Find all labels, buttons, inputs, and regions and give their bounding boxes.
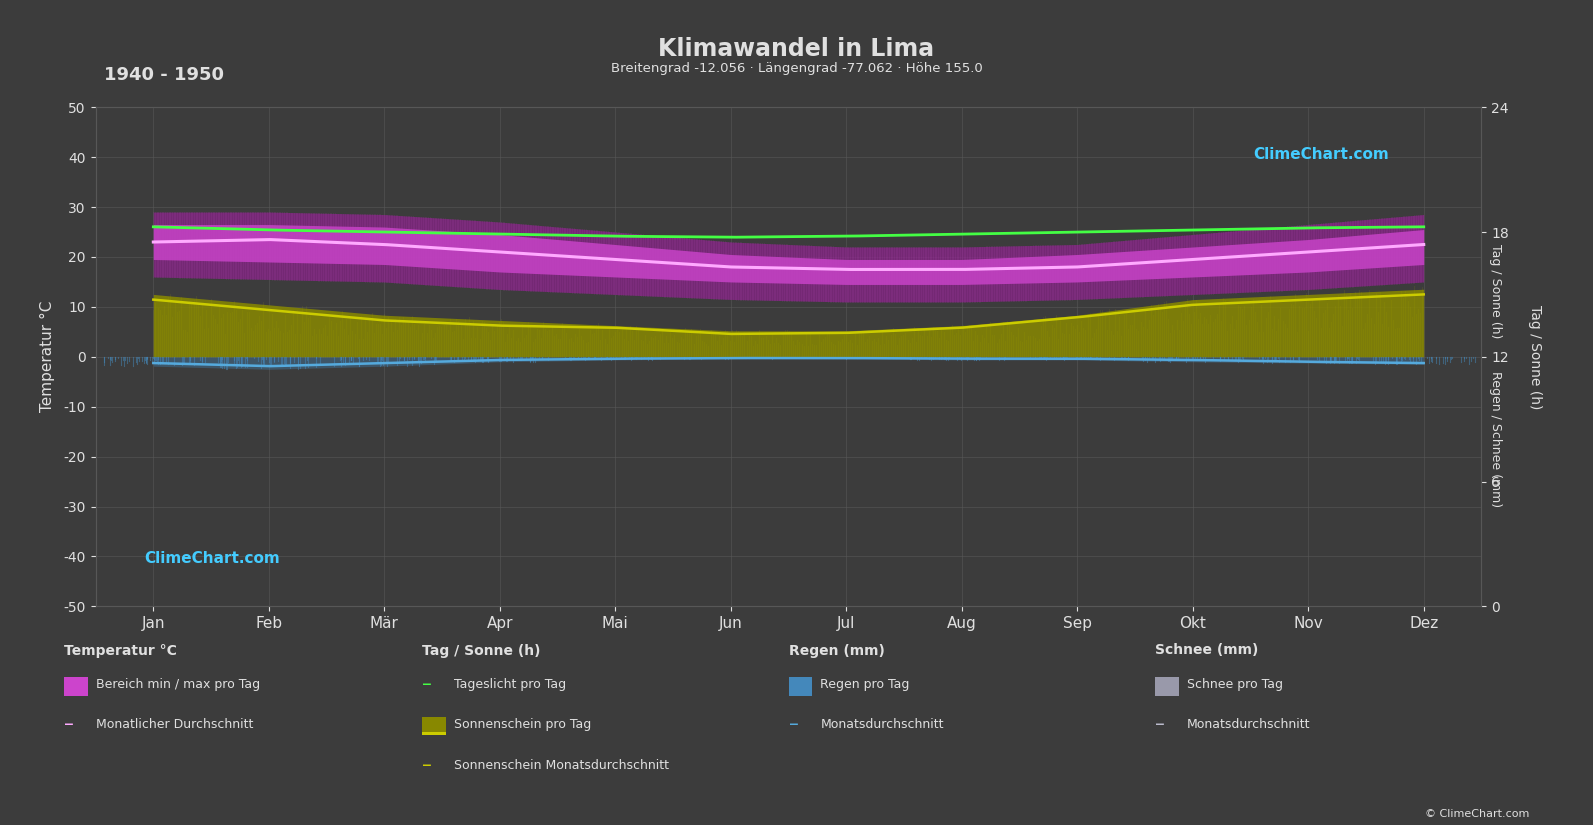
- Text: Monatsdurchschnitt: Monatsdurchschnitt: [1187, 718, 1311, 731]
- Text: Tageslicht pro Tag: Tageslicht pro Tag: [454, 678, 566, 691]
- Text: Sonnenschein Monatsdurchschnitt: Sonnenschein Monatsdurchschnitt: [454, 759, 669, 772]
- Text: Klimawandel in Lima: Klimawandel in Lima: [658, 37, 935, 61]
- Text: ClimeChart.com: ClimeChart.com: [143, 551, 280, 567]
- Text: Schnee (mm): Schnee (mm): [1155, 644, 1258, 658]
- Text: Monatlicher Durchschnitt: Monatlicher Durchschnitt: [96, 718, 253, 731]
- Text: Sonnenschein pro Tag: Sonnenschein pro Tag: [454, 718, 591, 731]
- Text: –: –: [422, 756, 432, 776]
- Text: Monatsdurchschnitt: Monatsdurchschnitt: [820, 718, 945, 731]
- Text: Bereich min / max pro Tag: Bereich min / max pro Tag: [96, 678, 260, 691]
- Text: Regen (mm): Regen (mm): [789, 644, 884, 658]
- Text: 1940 - 1950: 1940 - 1950: [104, 66, 223, 84]
- Text: –: –: [1155, 714, 1164, 734]
- Y-axis label: Tag / Sonne (h): Tag / Sonne (h): [1528, 304, 1542, 409]
- Text: –: –: [789, 714, 798, 734]
- Text: ClimeChart.com: ClimeChart.com: [1252, 147, 1389, 163]
- Text: Schnee pro Tag: Schnee pro Tag: [1187, 678, 1282, 691]
- Y-axis label: Regen / Schnee (mm): Regen / Schnee (mm): [0, 282, 14, 431]
- Text: Breitengrad -12.056 · Längengrad -77.062 · Höhe 155.0: Breitengrad -12.056 · Längengrad -77.062…: [610, 62, 983, 75]
- Text: –: –: [422, 675, 432, 695]
- Text: © ClimeChart.com: © ClimeChart.com: [1424, 808, 1529, 818]
- Text: Tag / Sonne (h): Tag / Sonne (h): [422, 644, 540, 658]
- Text: Temperatur °C: Temperatur °C: [64, 644, 177, 658]
- Y-axis label: Temperatur °C: Temperatur °C: [40, 301, 56, 412]
- Text: Tag / Sonne (h): Tag / Sonne (h): [1489, 243, 1502, 338]
- Text: Regen pro Tag: Regen pro Tag: [820, 678, 910, 691]
- Text: –: –: [64, 714, 73, 734]
- Text: Regen / Schnee (mm): Regen / Schnee (mm): [1489, 371, 1502, 507]
